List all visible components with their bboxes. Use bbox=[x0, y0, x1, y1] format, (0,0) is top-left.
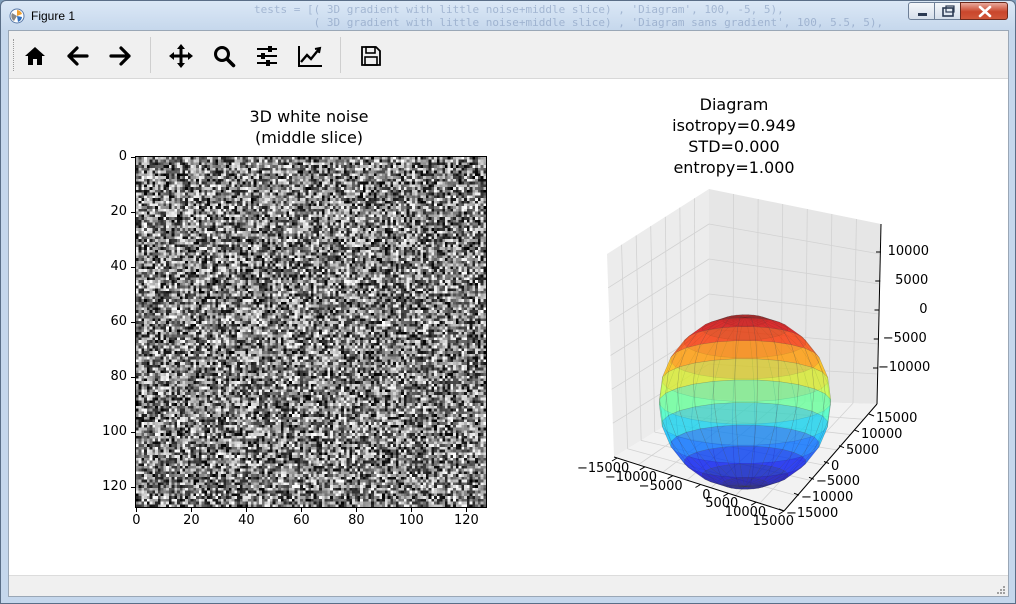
matplotlib-icon bbox=[9, 8, 25, 24]
diagram-ytick-mark bbox=[854, 430, 859, 432]
forward-button[interactable] bbox=[105, 41, 135, 71]
sphere-facet bbox=[713, 380, 735, 404]
diagram-ztick-label: 10000 bbox=[881, 245, 929, 259]
sphere-facet bbox=[693, 360, 714, 384]
toolbar-grip[interactable] bbox=[13, 39, 17, 71]
sphere-facet bbox=[738, 318, 754, 327]
sphere-facet bbox=[756, 403, 778, 427]
configure-subplots-button[interactable] bbox=[252, 41, 282, 71]
diagram-ytick-label: 5000 bbox=[846, 444, 879, 458]
title-bar[interactable]: tests = [( 3D gradient with little noise… bbox=[1, 1, 1015, 29]
close-icon bbox=[980, 7, 990, 16]
arrow-right-icon bbox=[108, 44, 132, 68]
diagram-ytick-label: 10000 bbox=[861, 428, 902, 442]
resize-grip-icon[interactable] bbox=[995, 584, 1005, 594]
sphere-facet bbox=[736, 425, 756, 446]
sphere-facet bbox=[778, 360, 799, 384]
sphere-facet bbox=[735, 380, 758, 403]
back-button[interactable] bbox=[63, 41, 93, 71]
sliders-icon bbox=[255, 44, 279, 68]
sphere-facet bbox=[677, 384, 695, 410]
sphere-facet bbox=[757, 380, 779, 404]
diagram-3d-axes[interactable] bbox=[9, 79, 1008, 577]
sphere-facet bbox=[757, 359, 779, 382]
move-icon bbox=[168, 43, 194, 69]
sphere-facet bbox=[713, 359, 735, 382]
sphere-facet bbox=[756, 341, 778, 361]
chart-line-icon bbox=[297, 44, 323, 68]
background-code-text: tests = [( 3D gradient with little noise… bbox=[201, 3, 883, 29]
toolbar-separator bbox=[340, 37, 341, 73]
save-icon bbox=[360, 45, 382, 67]
sphere-facet bbox=[714, 341, 736, 361]
diagram-ytick-label: −15000 bbox=[786, 507, 838, 521]
diagram-ztick-label: 0 bbox=[880, 303, 928, 317]
zoom-button[interactable] bbox=[209, 41, 239, 71]
edit-axis-button[interactable] bbox=[295, 41, 325, 71]
figure-canvas[interactable]: 3D white noise (middle slice) 0 20 40 60 80 1… bbox=[9, 79, 1008, 577]
sphere-facet bbox=[738, 446, 754, 464]
sphere-facet bbox=[736, 327, 756, 341]
search-icon bbox=[212, 44, 236, 68]
navigation-toolbar bbox=[9, 31, 1008, 79]
save-button[interactable] bbox=[356, 41, 386, 71]
diagram-ytick-mark bbox=[869, 414, 874, 416]
sphere-facet bbox=[797, 363, 815, 388]
sphere-facet bbox=[778, 382, 799, 407]
arrow-left-icon bbox=[66, 44, 90, 68]
diagram-ytick-label: 0 bbox=[831, 460, 839, 474]
diagram-ytick-label: 15000 bbox=[876, 412, 917, 426]
home-icon bbox=[23, 44, 47, 68]
diagram-xtick-mark bbox=[696, 485, 701, 488]
sphere-facet bbox=[735, 341, 757, 359]
figure-client-area: 3D white noise (middle slice) 0 20 40 60 80 1… bbox=[8, 30, 1009, 597]
sphere-facet bbox=[735, 359, 758, 380]
minimize-button[interactable] bbox=[908, 2, 935, 20]
sphere-facet bbox=[797, 385, 815, 412]
maximize-button[interactable] bbox=[934, 2, 961, 20]
minimize-icon bbox=[918, 13, 927, 16]
toolbar-separator bbox=[150, 37, 151, 73]
home-button[interactable] bbox=[20, 41, 50, 71]
diagram-ztick-label: −5000 bbox=[879, 332, 927, 346]
sphere-facet bbox=[714, 403, 736, 427]
sphere-facet bbox=[735, 403, 757, 426]
status-bar bbox=[9, 575, 1008, 596]
diagram-ztick-label: 5000 bbox=[880, 274, 928, 288]
pan-button[interactable] bbox=[166, 41, 196, 71]
diagram-ytick-label: −10000 bbox=[801, 491, 853, 505]
sphere-facet bbox=[693, 381, 714, 406]
diagram-ztick-label: −10000 bbox=[878, 361, 926, 375]
window-title: Figure 1 bbox=[31, 9, 75, 23]
diagram-ytick-label: −5000 bbox=[816, 475, 860, 489]
close-button[interactable] bbox=[960, 2, 1008, 20]
